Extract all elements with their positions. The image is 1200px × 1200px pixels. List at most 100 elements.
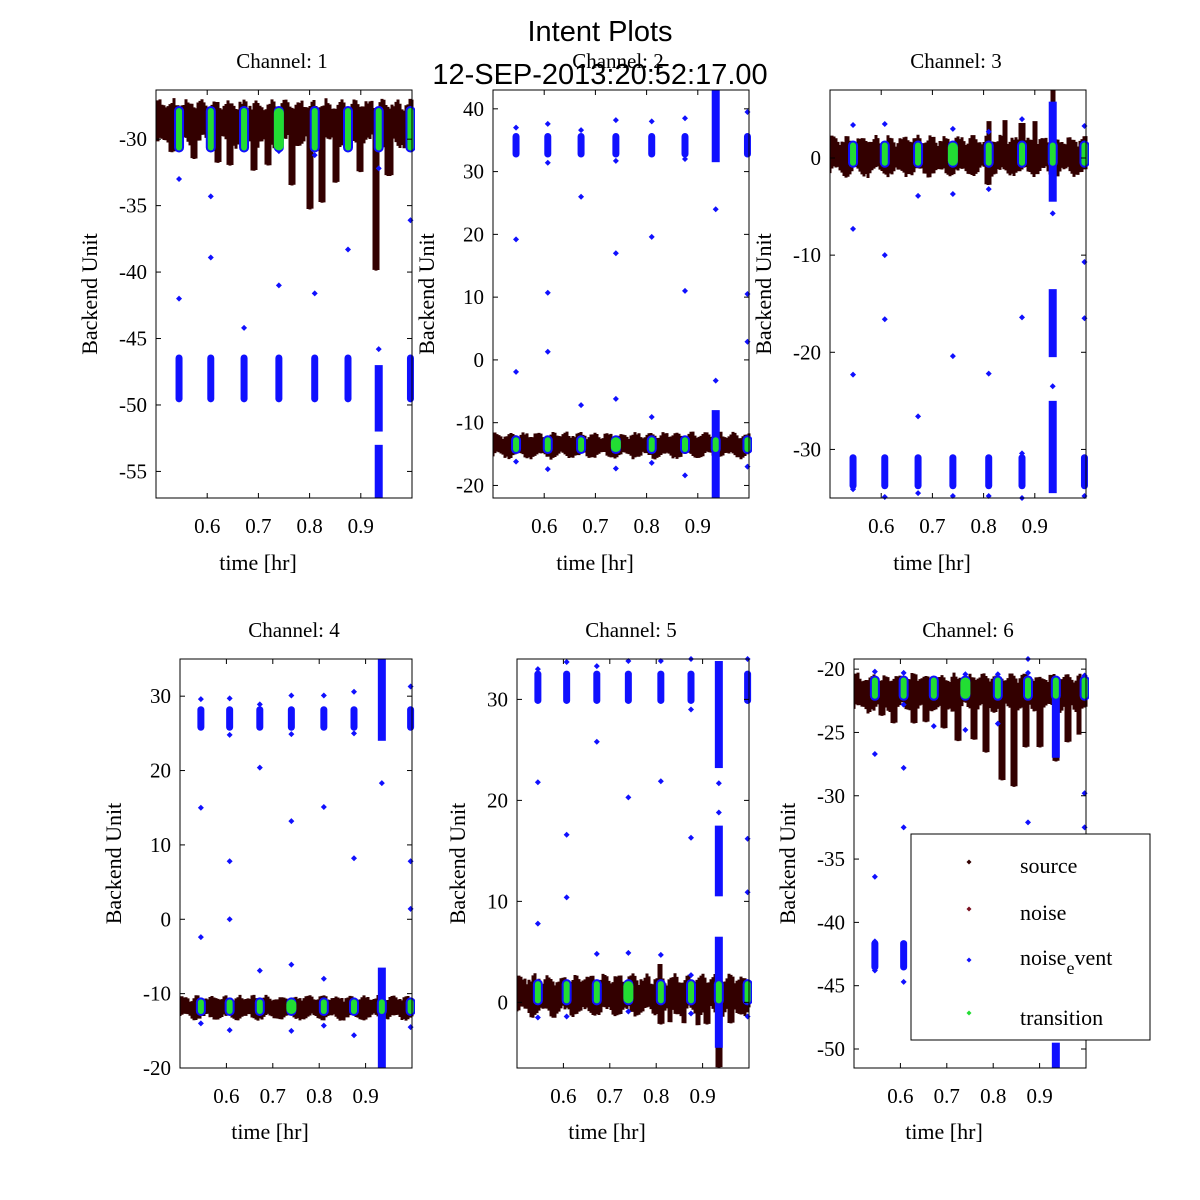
x-tick-label: 0.7 [597, 1084, 623, 1108]
noise-event-point [544, 466, 551, 473]
noise-event-point [994, 720, 1001, 727]
x-tick-label: 0.6 [531, 514, 557, 538]
plot-area [180, 659, 415, 1068]
noise-event-point [513, 368, 520, 375]
legend-label-noise-event: noiseevent [1020, 945, 1112, 978]
noise-event-point [534, 666, 541, 673]
noise-event-point [871, 750, 878, 757]
x-tick-label: 0.6 [887, 1084, 913, 1108]
noise-event-point [900, 701, 907, 708]
legend-marker-transition [966, 1010, 972, 1016]
y-tick-label: -50 [817, 1037, 845, 1061]
noise-event-point [256, 701, 263, 708]
noise-event-cluster [275, 354, 283, 403]
transition-points [593, 981, 600, 1004]
noise-event-cluster [681, 132, 689, 158]
y-tick-label: -55 [119, 459, 147, 483]
y-tick-label: 10 [463, 285, 484, 309]
noise-event-point [1019, 450, 1025, 457]
x-tick-label: 0.7 [582, 514, 608, 538]
transition-points [881, 142, 888, 166]
transition-points [1081, 677, 1088, 699]
noise-event-point [1049, 383, 1056, 390]
noise-event-point [593, 663, 600, 670]
noise-event-spike [1048, 400, 1057, 494]
noise-event-cluster [406, 354, 414, 403]
noise-event-point [688, 972, 694, 979]
noise-event-point [881, 252, 888, 259]
noise-event-cluster [743, 132, 751, 158]
noise-event-point [207, 254, 214, 261]
noise-event-point [197, 804, 204, 811]
noise-event-point [900, 978, 907, 985]
transition-points [286, 999, 297, 1014]
noise-event-point [345, 246, 351, 253]
transition-points [176, 107, 183, 151]
series-transition [176, 107, 414, 151]
noise-event-spike [374, 444, 383, 498]
x-tick-label: 0.9 [689, 1084, 715, 1108]
noise-event-cluster [881, 454, 889, 490]
y-tick-label: -40 [817, 910, 845, 934]
noise-event-point [612, 395, 619, 402]
noise-event-point [563, 831, 570, 838]
transition-points [226, 999, 233, 1014]
noise-event-point [949, 190, 956, 197]
transition-points [623, 981, 634, 1004]
transition-points [513, 437, 520, 453]
noise-event-point [715, 809, 722, 816]
noise-event-point [712, 377, 719, 384]
noise-event-point [949, 353, 956, 360]
noise-event-point [657, 658, 664, 665]
noise-event-point [900, 669, 907, 676]
noise-event-point [311, 152, 318, 159]
axes-frame [179, 658, 413, 1069]
noise-event-point [544, 120, 551, 127]
noise-event-point [351, 855, 357, 862]
legend: source noise noiseevent transition [910, 833, 1151, 1041]
noise-event-point [578, 127, 585, 134]
x-tick-label: 0.9 [1026, 1084, 1052, 1108]
noise-event-point [930, 723, 937, 730]
legend-label-noise-event-sub: e [1066, 958, 1074, 978]
noise-event-point [311, 290, 318, 297]
noise-event-point [578, 402, 585, 409]
noise-event-cluster [1018, 454, 1026, 490]
noise-event-cluster [512, 132, 520, 158]
noise-event-spike [1048, 289, 1057, 358]
y-tick-label: 0 [811, 146, 822, 170]
y-tick-label: 0 [474, 348, 485, 372]
noise-event-spike [714, 661, 723, 769]
figure-subtitle: 12-SEP-2013:20:52:17.00 [432, 59, 767, 91]
noise-event-point [1019, 116, 1025, 123]
noise-event-point [648, 459, 655, 466]
noise-event-spike [377, 967, 386, 1068]
transition-points [648, 437, 655, 453]
noise-event-point [1019, 314, 1025, 321]
x-tick-label: 0.7 [245, 514, 271, 538]
transition-points [207, 107, 214, 151]
panel-title: Channel: 6 [922, 618, 1014, 642]
transition-points [930, 677, 937, 699]
transition-points [712, 437, 719, 453]
transition-points [311, 107, 318, 151]
noise-event-point [915, 490, 922, 497]
x-tick-label: 0.6 [194, 514, 220, 538]
noise-event-point [871, 967, 878, 974]
y-tick-label: 30 [463, 160, 484, 184]
panel-title: Channel: 2 [572, 49, 664, 73]
y-axis-label: Backend Unit [775, 803, 800, 925]
y-tick-label: -20 [456, 473, 484, 497]
x-tick-label: 0.7 [260, 1084, 286, 1108]
noise-event-point [881, 494, 888, 501]
x-tick-label: 0.7 [919, 514, 945, 538]
noise-event-cluster [900, 940, 908, 971]
noise-event-cluster [197, 706, 205, 731]
y-axis-label: Backend Unit [445, 803, 470, 925]
transition-points [1052, 677, 1059, 699]
x-tick-label: 0.7 [934, 1084, 960, 1108]
noise-event-point [375, 165, 382, 172]
noise-event-point [351, 1032, 357, 1039]
x-axis-label: time [hr] [231, 1119, 309, 1144]
noise-event-point [625, 794, 632, 801]
